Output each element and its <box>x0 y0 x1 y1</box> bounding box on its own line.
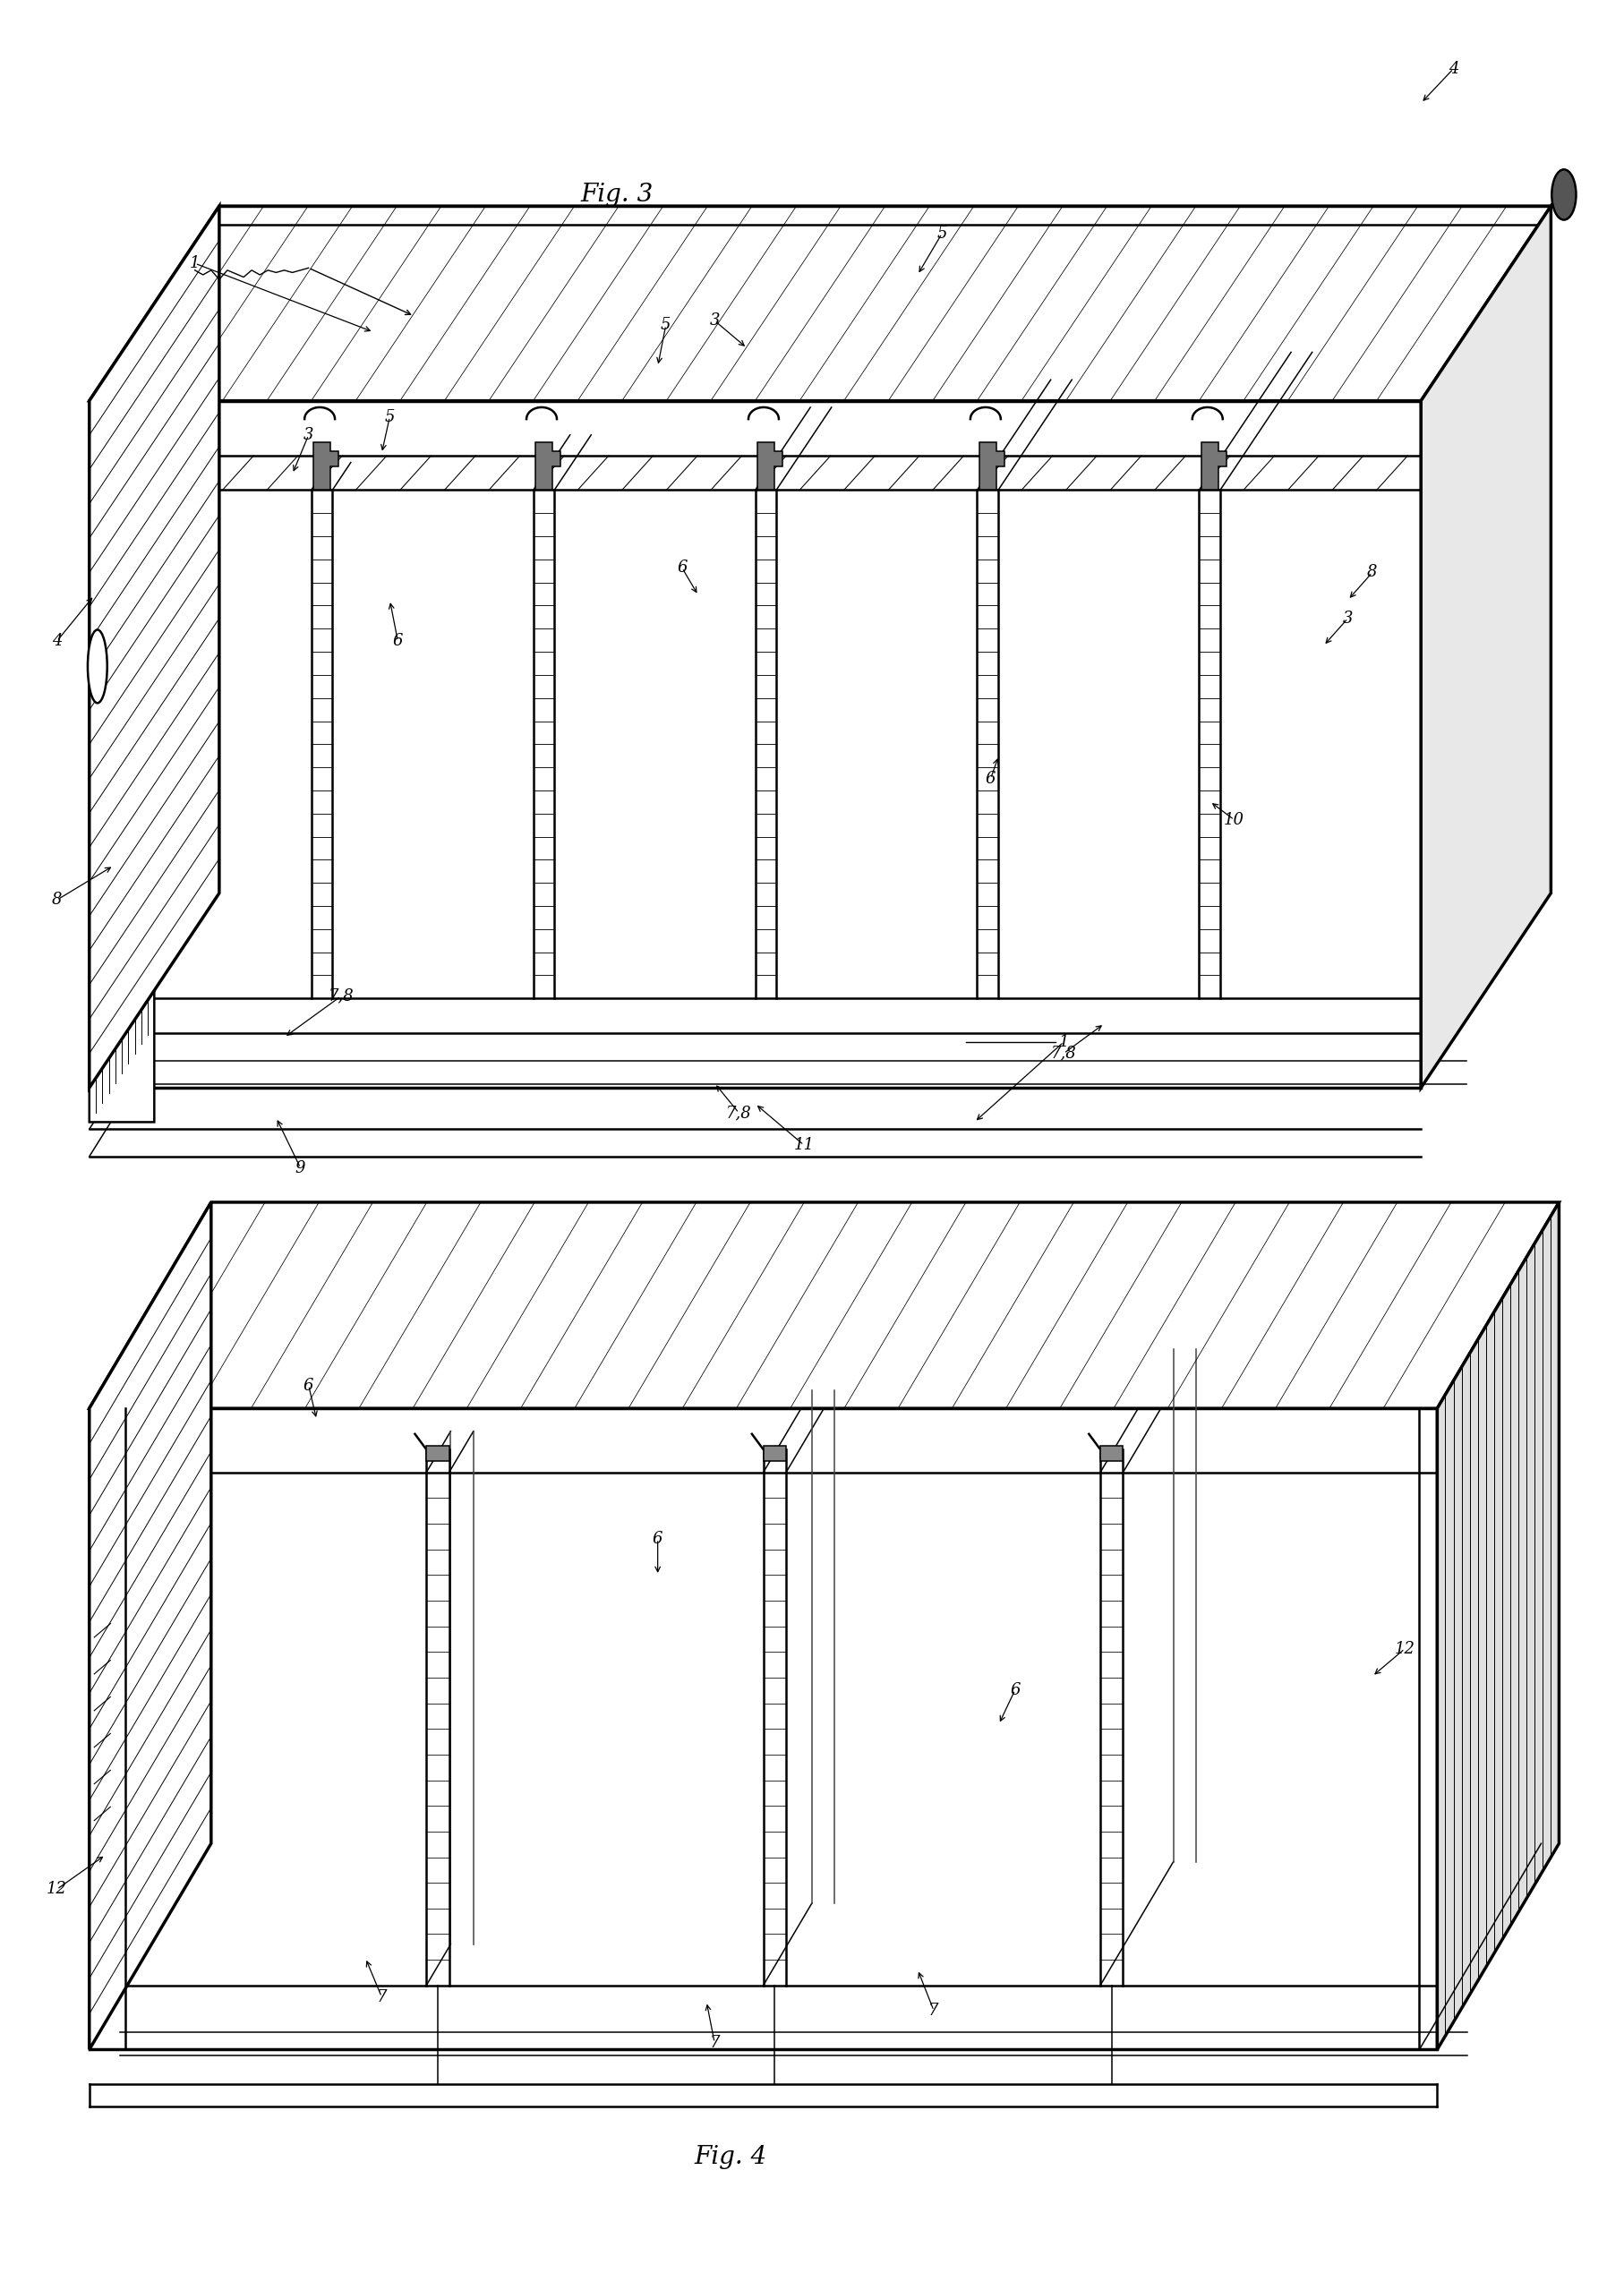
Text: 7: 7 <box>710 2034 719 2052</box>
Text: 3: 3 <box>710 311 719 330</box>
Text: 6: 6 <box>653 1530 663 1548</box>
Text: 7: 7 <box>377 1988 387 2006</box>
Text: 7: 7 <box>929 2001 939 2020</box>
Ellipse shape <box>88 630 107 703</box>
Text: 4: 4 <box>52 632 62 650</box>
Polygon shape <box>1202 442 1226 490</box>
Polygon shape <box>979 442 1005 490</box>
Text: 1: 1 <box>190 254 200 273</box>
Polygon shape <box>89 989 154 1122</box>
Text: 7,8: 7,8 <box>1051 1044 1077 1063</box>
Polygon shape <box>89 206 219 1088</box>
Polygon shape <box>757 442 783 490</box>
Text: 7,8: 7,8 <box>328 987 354 1005</box>
Text: Fig. 3: Fig. 3 <box>581 183 653 206</box>
Polygon shape <box>89 1202 211 2050</box>
Polygon shape <box>89 1202 1559 1408</box>
Text: 3: 3 <box>1343 609 1353 627</box>
Text: 6: 6 <box>304 1376 313 1395</box>
Text: 5: 5 <box>937 224 947 243</box>
Text: 7,8: 7,8 <box>726 1104 752 1122</box>
Polygon shape <box>1101 1445 1124 1461</box>
Text: 12: 12 <box>1395 1640 1415 1658</box>
Text: 8: 8 <box>1367 563 1377 582</box>
Text: 10: 10 <box>1224 811 1244 829</box>
Text: 6: 6 <box>677 559 687 577</box>
Polygon shape <box>763 1445 786 1461</box>
Text: 6: 6 <box>393 632 403 650</box>
Text: 11: 11 <box>794 1136 814 1154</box>
Polygon shape <box>1421 206 1551 1088</box>
Polygon shape <box>89 206 1551 401</box>
Text: 8: 8 <box>52 891 62 909</box>
Polygon shape <box>1437 1202 1559 2050</box>
Text: 4: 4 <box>1449 60 1458 78</box>
Text: Fig. 4: Fig. 4 <box>695 2146 767 2169</box>
Polygon shape <box>89 401 1421 1088</box>
Polygon shape <box>313 442 339 490</box>
Text: 6: 6 <box>986 769 996 788</box>
Polygon shape <box>536 442 560 490</box>
Polygon shape <box>425 1445 448 1461</box>
Text: 5: 5 <box>385 408 395 426</box>
Ellipse shape <box>1551 169 1575 220</box>
Text: 1: 1 <box>1059 1033 1069 1051</box>
Text: 3: 3 <box>304 426 313 444</box>
Polygon shape <box>89 1408 1437 2050</box>
Text: 6: 6 <box>1010 1681 1020 1699</box>
Text: 5: 5 <box>661 316 671 334</box>
Text: 12: 12 <box>47 1880 67 1898</box>
Text: 9: 9 <box>296 1159 305 1177</box>
